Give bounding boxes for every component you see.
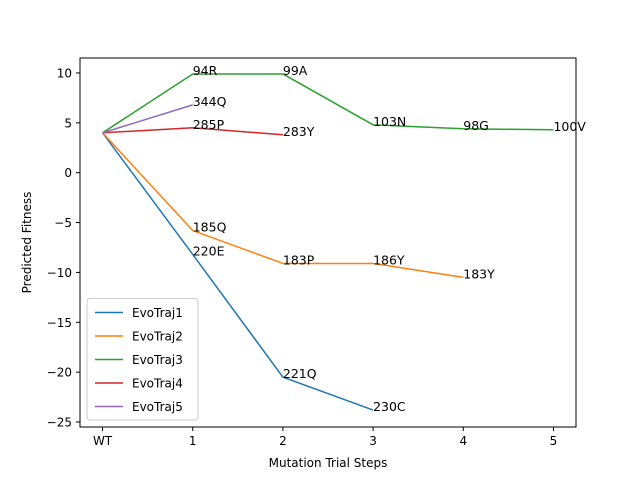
point-label: 186Y xyxy=(373,252,405,267)
legend-label: EvoTraj3 xyxy=(132,353,183,367)
y-tick-label: −5 xyxy=(54,216,72,230)
series-line-2 xyxy=(101,132,464,279)
point-label: 183Y xyxy=(463,266,495,281)
point-label: 344Q xyxy=(193,94,227,109)
point-label: 103N xyxy=(373,114,406,129)
point-label: 99A xyxy=(283,63,308,78)
plot-frame xyxy=(79,57,577,428)
x-tick-label: 2 xyxy=(279,434,287,448)
series-line-5 xyxy=(102,104,193,134)
x-tick-label: 5 xyxy=(550,434,558,448)
legend: EvoTraj1 EvoTraj2 EvoTraj3 EvoTraj4 EvoTraj5 xyxy=(86,298,199,421)
y-tick-label: −15 xyxy=(47,316,72,330)
axis-ticks: WT 1 2 3 4 5 10 5 0 −5 −10 −15 −20 −25 xyxy=(47,66,558,448)
legend-box xyxy=(86,298,199,421)
plot-area: 220E 221Q 230C 185Q 183P 186Y 183Y 94R 99A 103N 98… xyxy=(101,63,586,414)
y-tick-label: −20 xyxy=(47,366,72,380)
point-label: 183P xyxy=(283,252,315,267)
x-tick-label: 4 xyxy=(459,434,467,448)
x-tick-label: 1 xyxy=(189,434,197,448)
y-tick-label: 0 xyxy=(64,166,72,180)
point-label: 185Q xyxy=(193,220,227,235)
point-label: 94R xyxy=(193,63,218,78)
point-label: 285P xyxy=(193,117,225,132)
series-line-1 xyxy=(101,132,374,411)
y-tick-label: 10 xyxy=(57,66,72,80)
series-line-4 xyxy=(102,127,283,136)
y-axis-label: Predicted Fitness xyxy=(20,192,34,294)
x-tick-label: 3 xyxy=(369,434,377,448)
series-line-3 xyxy=(102,73,554,134)
legend-label: EvoTraj5 xyxy=(132,400,183,414)
point-label: 98G xyxy=(463,118,489,133)
x-axis-label: Mutation Trial Steps xyxy=(269,456,388,470)
legend-label: EvoTraj4 xyxy=(132,377,183,391)
point-label: 283Y xyxy=(283,124,315,139)
legend-label: EvoTraj1 xyxy=(132,306,183,320)
point-label: 221Q xyxy=(283,366,317,381)
y-tick-label: 5 xyxy=(64,116,72,130)
x-tick-label: WT xyxy=(93,434,113,448)
point-label: 220E xyxy=(193,243,225,258)
legend-label: EvoTraj2 xyxy=(132,330,183,344)
point-label: 100V xyxy=(553,119,586,134)
point-label: 230C xyxy=(373,399,406,414)
y-tick-label: −25 xyxy=(47,416,72,430)
y-tick-label: −10 xyxy=(47,266,72,280)
